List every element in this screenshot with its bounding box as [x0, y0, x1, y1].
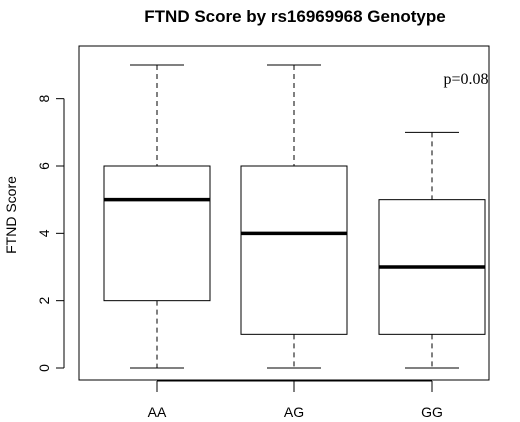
x-tick-label: AA: [148, 404, 167, 420]
box-series: [103, 64, 486, 369]
iqr-box: [240, 165, 348, 335]
y-tick-label: 4: [36, 229, 52, 237]
x-axis: AA AG GG: [148, 380, 443, 420]
y-tick-label: 8: [36, 95, 52, 103]
y-tick-label: 0: [36, 364, 52, 372]
x-tick-label: GG: [421, 404, 443, 420]
box-aa: [103, 64, 211, 369]
y-axis: 0 2 4 6 8: [36, 95, 65, 372]
box-ag: [240, 64, 348, 369]
box-gg: [378, 131, 486, 369]
chart-title: FTND Score by rs16969968 Genotype: [144, 7, 445, 26]
y-tick-label: 2: [36, 297, 52, 305]
x-tick-label: AG: [284, 404, 304, 420]
iqr-box: [103, 165, 211, 302]
y-tick-label: 6: [36, 162, 52, 170]
plot-frame: [78, 45, 490, 381]
y-axis-label: FTND Score: [3, 176, 19, 254]
p-value-annotation: p=0.08: [443, 71, 488, 88]
